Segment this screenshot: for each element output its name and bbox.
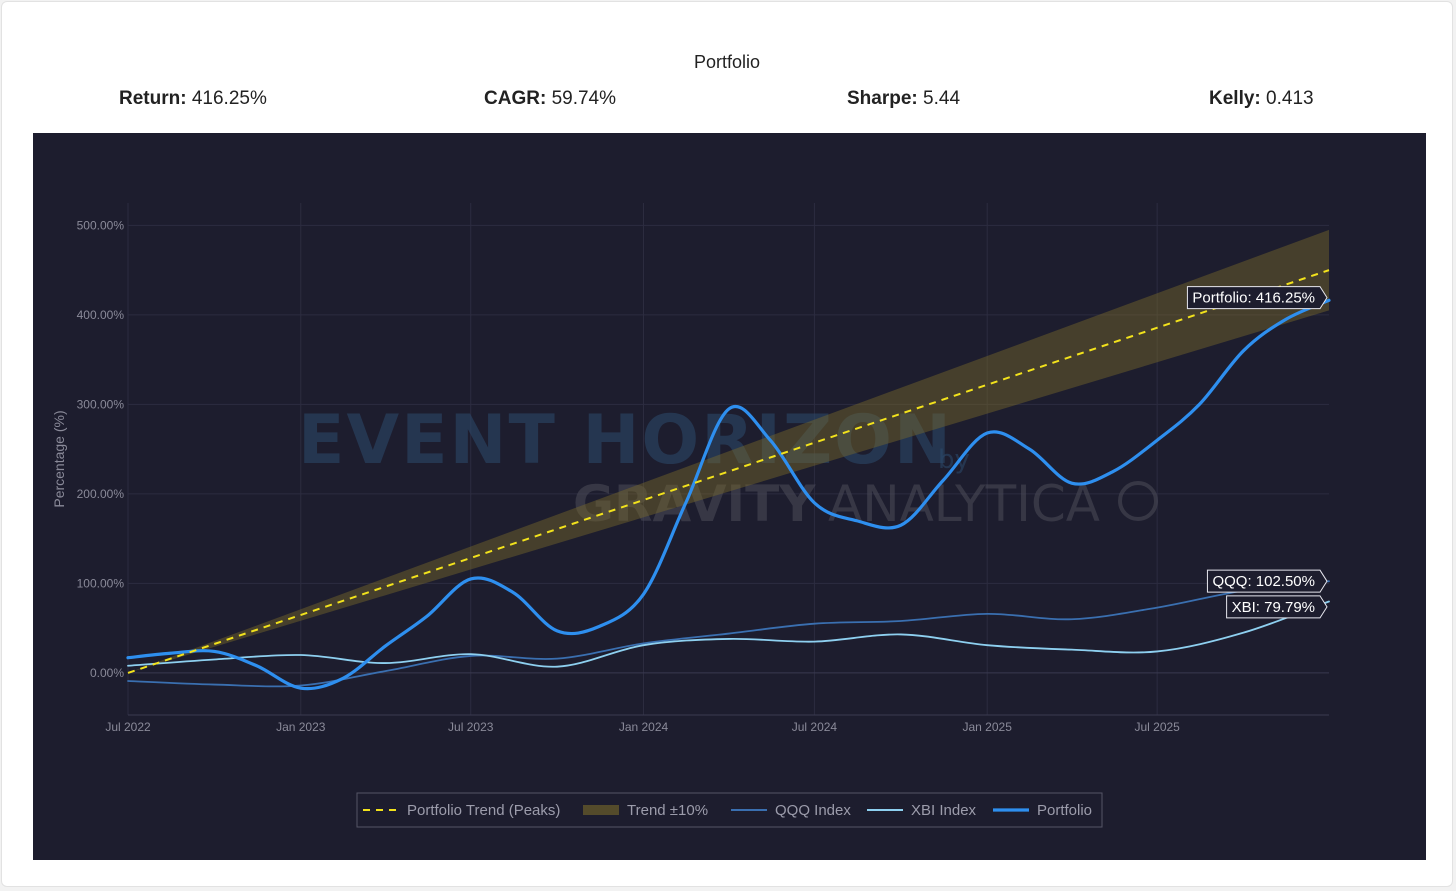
end-label-portfolio-box bbox=[1186, 286, 1328, 310]
legend-item[interactable]: XBI Index bbox=[867, 802, 977, 819]
stat-kelly-label: Kelly: bbox=[1209, 88, 1261, 109]
stat-return-value: 416.25% bbox=[191, 88, 267, 109]
end-label-qqq-box bbox=[1206, 569, 1328, 593]
x-tick-label: Jan 2025 bbox=[963, 720, 1013, 734]
end-label-qqq-text: QQQ: 102.50% bbox=[1212, 573, 1315, 590]
x-tick-label: Jul 2023 bbox=[448, 720, 494, 734]
series-xbi-line[interactable] bbox=[127, 600, 1330, 668]
grid bbox=[127, 203, 1329, 716]
legend-swatch bbox=[583, 805, 619, 815]
legend-item[interactable]: QQQ Index bbox=[731, 802, 851, 819]
end-label-xbi: XBI: 79.79% bbox=[1226, 595, 1328, 619]
series-qqq-line[interactable] bbox=[127, 580, 1330, 688]
stat-cagr-value: 59.74% bbox=[551, 88, 617, 109]
end-label-portfolio-text: Portfolio: 416.25% bbox=[1192, 290, 1315, 307]
legend-label: Trend ±10% bbox=[627, 802, 708, 819]
end-label-xbi-text: XBI: 79.79% bbox=[1232, 599, 1315, 616]
stat-cagr-label: CAGR: bbox=[484, 88, 547, 109]
watermark-line2b: ANALYTICA bbox=[828, 475, 1100, 533]
end-label-xbi-box bbox=[1226, 595, 1328, 619]
series-portfolio-line[interactable] bbox=[126, 298, 1331, 691]
legend-label: Portfolio Trend (Peaks) bbox=[407, 802, 560, 819]
x-tick-label: Jan 2024 bbox=[619, 720, 669, 734]
x-tick-label: Jul 2025 bbox=[1134, 720, 1180, 734]
legend-label: Portfolio bbox=[1037, 802, 1092, 819]
stat-sharpe-label: Sharpe: bbox=[847, 88, 918, 109]
series-trend-band bbox=[128, 229, 1329, 673]
page-title: Portfolio bbox=[693, 52, 761, 72]
legend: Portfolio Trend (Peaks) Trend ±10% QQQ Ind… bbox=[356, 792, 1103, 828]
stat-kelly-value: 0.413 bbox=[1266, 88, 1314, 109]
end-label-portfolio: Portfolio: 416.25% bbox=[1186, 286, 1328, 310]
watermark-by: by bbox=[938, 445, 970, 475]
series-trend-line[interactable] bbox=[127, 269, 1330, 674]
stat-return-label: Return: bbox=[119, 88, 187, 109]
x-tick-label: Jul 2024 bbox=[792, 720, 838, 734]
stat-sharpe: Sharpe: 5.44 bbox=[847, 88, 960, 110]
stat-kelly: Kelly: 0.413 bbox=[1209, 88, 1314, 110]
legend-item[interactable]: Portfolio Trend (Peaks) bbox=[363, 802, 560, 819]
x-tick-label: Jan 2023 bbox=[276, 720, 326, 734]
stat-sharpe-value: 5.44 bbox=[923, 88, 961, 109]
y-axis-title: Percentage (%) bbox=[51, 410, 67, 507]
y-tick-label: 0.00% bbox=[90, 666, 124, 680]
y-tick-label: 100.00% bbox=[77, 576, 125, 590]
legend-label: QQQ Index bbox=[775, 802, 851, 819]
stat-return: Return: 416.25% bbox=[119, 88, 267, 110]
rocket-icon bbox=[1118, 481, 1158, 521]
stat-cagr: CAGR: 59.74% bbox=[484, 88, 616, 110]
end-label-qqq: QQQ: 102.50% bbox=[1206, 569, 1328, 593]
x-tick-label: Jul 2022 bbox=[105, 720, 151, 734]
y-tick-label: 500.00% bbox=[77, 218, 125, 232]
legend-item[interactable]: Portfolio bbox=[993, 802, 1092, 819]
stats-row: Return: 416.25% CAGR: 59.74% Sharpe: 5.4… bbox=[2, 88, 1452, 114]
legend-item[interactable]: Trend ±10% bbox=[583, 802, 708, 819]
watermark-line1: EVENT HORIZON bbox=[298, 401, 953, 480]
y-tick-label: 200.00% bbox=[77, 487, 125, 501]
legend-box bbox=[356, 792, 1103, 828]
y-tick-label: 400.00% bbox=[77, 308, 125, 322]
y-tick-label: 300.00% bbox=[77, 397, 125, 411]
chart-panel[interactable]: EVENT HORIZON by GRAVITY ANALYTICA 0.00% 100.… bbox=[33, 133, 1426, 860]
legend-label: XBI Index bbox=[911, 802, 977, 819]
